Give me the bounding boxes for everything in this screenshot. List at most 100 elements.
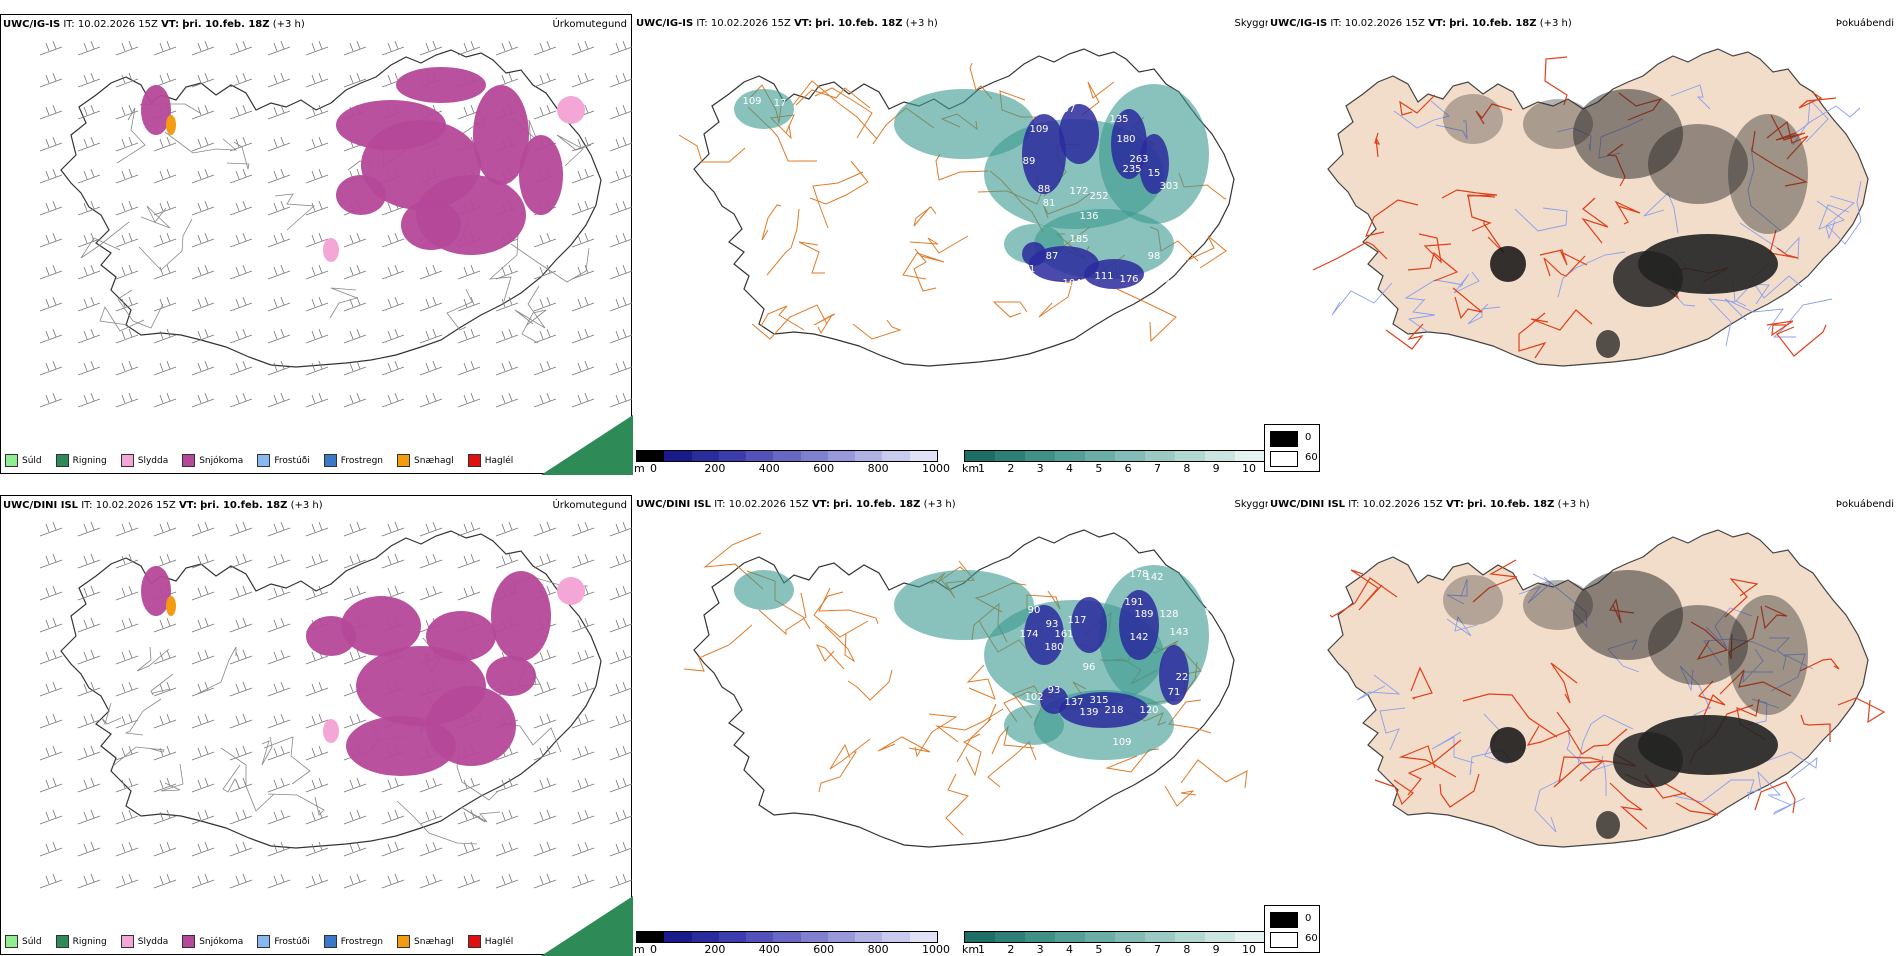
wind-barb [39, 360, 63, 376]
wind-barb [495, 360, 519, 376]
road-line [795, 87, 871, 109]
wind-barb [609, 617, 633, 633]
precip-legend: Súld Rigning Slydda Snjókoma Frostúði Frostre… [5, 454, 527, 467]
wind-barb [153, 809, 177, 825]
wind-barb [305, 104, 329, 120]
sleet-area [557, 96, 585, 124]
visibility-value: 94 [1158, 276, 1171, 287]
visibility-value: 235 [1122, 164, 1141, 175]
colorbar-cell [1235, 451, 1265, 461]
road-line [956, 703, 997, 763]
wind-barb [343, 713, 367, 729]
panel-header: UWC/DINI ISL IT: 10.02.2026 15Z VT: þri.… [636, 499, 956, 510]
snow-area [341, 596, 421, 656]
wind-barb [153, 360, 177, 376]
wind-barb [305, 40, 329, 56]
iceland-map [1312, 48, 1869, 367]
fog-area [1728, 114, 1808, 234]
fog-area [1490, 727, 1526, 763]
road-line [1475, 103, 1513, 125]
wind-barb [267, 392, 291, 408]
valid-time-label: VT: [811, 499, 830, 510]
wind-barb [229, 360, 253, 376]
colorbar-cell [773, 932, 801, 942]
visibility-value: 143 [1169, 627, 1188, 638]
colorbar-tick: 6 [1124, 462, 1132, 475]
wind-barb [305, 745, 329, 761]
wind-barb [381, 873, 405, 889]
visibility-value: 15 [1148, 168, 1161, 179]
road-line [112, 746, 165, 767]
wind-barb [267, 104, 291, 120]
wind-barb [39, 104, 63, 120]
wind-barb [419, 777, 443, 793]
road-line [1728, 615, 1759, 660]
road-line [1697, 680, 1726, 719]
wind-barb [267, 40, 291, 56]
road-line [160, 763, 184, 792]
wind-barb [533, 681, 557, 697]
wind-barb [381, 841, 405, 857]
wind-barb [229, 72, 253, 88]
wind-barb [609, 72, 633, 88]
legend-swatch [182, 935, 196, 948]
road-line [101, 702, 122, 726]
wind-barb [609, 392, 633, 408]
visibility-value: 80 [1068, 592, 1081, 603]
river-line [1534, 778, 1563, 833]
wind-barb [533, 521, 557, 537]
fog-key-swatch [1270, 932, 1298, 948]
road-line [809, 160, 869, 205]
init-time: 10.02.2026 15Z [1344, 18, 1425, 29]
wind-barb [457, 40, 481, 56]
wind-barb [191, 745, 215, 761]
wind-barb [39, 809, 63, 825]
colorbar-tick: 1 [978, 462, 985, 475]
snow-area [519, 135, 563, 215]
wind-barb [191, 296, 215, 312]
wind-barb [153, 72, 177, 88]
colorbar-cell [855, 932, 883, 942]
river-line [1514, 207, 1568, 232]
snow-area [141, 566, 171, 616]
wind-barb [419, 328, 443, 344]
legend-item: Snæhagl [397, 935, 454, 948]
colorbar-cell [995, 451, 1025, 461]
road-line [1418, 233, 1452, 264]
colorbar-cell [1235, 932, 1265, 942]
panel-header: UWC/IG-IS IT: 10.02.2026 15Z VT: þri. 10… [636, 18, 938, 29]
wind-barb [153, 617, 177, 633]
wind-barb [153, 264, 177, 280]
road-line [460, 806, 501, 823]
colorbar-cell [773, 451, 801, 461]
fog-area [1573, 570, 1683, 660]
wind-barb [77, 617, 101, 633]
legend-swatch [120, 454, 134, 467]
visibility-value: 303 [1159, 181, 1178, 192]
river-line [1566, 729, 1617, 772]
river-line [1518, 573, 1552, 604]
wind-barb [457, 392, 481, 408]
wind-barb [305, 328, 329, 344]
wind-barb [381, 553, 405, 569]
wind-barb [495, 40, 519, 56]
colorbar-cell [637, 932, 665, 942]
wind-barb [191, 360, 215, 376]
wind-barb [533, 104, 557, 120]
valid-time-label: VT: [1428, 18, 1447, 29]
wind-barb [381, 521, 405, 537]
wind-barb [305, 553, 329, 569]
model-name: UWC/IG-IS [1270, 18, 1328, 29]
road-line [136, 646, 170, 672]
road-line [1398, 745, 1457, 778]
visibility-value: 81 [1023, 264, 1036, 275]
wind-barb [39, 168, 63, 184]
colorbar-tick: 400 [758, 462, 780, 475]
wind-barb [457, 553, 481, 569]
visibility-value: 172 [1069, 186, 1088, 197]
road-line [1518, 312, 1547, 359]
river-line [1670, 84, 1711, 110]
legend-item: Súld [5, 454, 42, 467]
wind-barb [229, 841, 253, 857]
